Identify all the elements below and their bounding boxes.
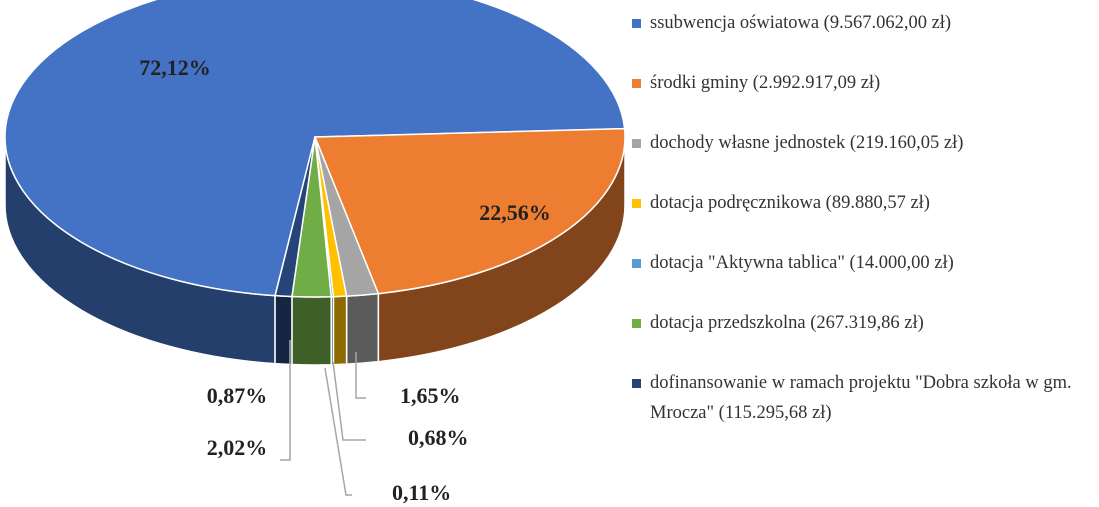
data-label: 1,65% xyxy=(400,383,461,408)
legend-swatch xyxy=(632,139,641,148)
legend-label: dotacja "Aktywna tablica" (14.000,00 zł) xyxy=(650,253,954,273)
legend-item: dofinansowanie w ramach projektu "Dobra … xyxy=(632,368,1092,428)
data-label: 0,11% xyxy=(392,480,451,505)
slice-side xyxy=(332,295,348,366)
slice xyxy=(274,136,316,298)
slice xyxy=(313,127,626,295)
data-label: 22,56% xyxy=(479,200,551,225)
data-label: 72,12% xyxy=(139,55,211,80)
legend-label: środki gminy (2.992.917,09 zł) xyxy=(650,73,881,93)
data-label: 0,87% xyxy=(207,383,268,408)
data-label: 0,68% xyxy=(408,425,469,450)
legend-label: dofinansowanie w ramach projektu "Dobra … xyxy=(650,373,1072,423)
slice-side xyxy=(345,292,380,365)
legend-swatch xyxy=(632,259,641,268)
legend-label: dotacja przedszkolna (267.319,86 zł) xyxy=(650,313,924,333)
legend-item: środki gminy (2.992.917,09 zł) xyxy=(632,68,1092,98)
legend: ssubwencja oświatowa (9.567.062,00 zł) śr… xyxy=(632,8,1092,458)
legend-label: dotacja podręcznikowa (89.880,57 zł) xyxy=(650,193,930,213)
legend-swatch xyxy=(632,199,641,208)
slice-side xyxy=(291,295,332,366)
legend-swatch xyxy=(632,379,641,388)
legend-item: dotacja podręcznikowa (89.880,57 zł) xyxy=(632,188,1092,218)
leader-line xyxy=(355,352,366,399)
legend-swatch xyxy=(632,19,641,28)
legend-swatch xyxy=(632,79,641,88)
legend-label: dochody własne jednostek (219.160,05 zł) xyxy=(650,133,964,153)
legend-item: dotacja "Aktywna tablica" (14.000,00 zł) xyxy=(632,248,1092,278)
leader-line xyxy=(324,367,352,496)
legend-label: ssubwencja oświatowa (9.567.062,00 zł) xyxy=(650,13,952,33)
data-label: 2,02% xyxy=(207,435,268,460)
slice xyxy=(4,0,626,297)
legend-swatch xyxy=(632,319,641,328)
leader-line xyxy=(332,361,366,441)
leader-line xyxy=(280,340,291,461)
legend-item: ssubwencja oświatowa (9.567.062,00 zł) xyxy=(632,8,1092,38)
legend-item: dotacja przedszkolna (267.319,86 zł) xyxy=(632,308,1092,338)
legend-item: dochody własne jednostek (219.160,05 zł) xyxy=(632,128,1092,158)
